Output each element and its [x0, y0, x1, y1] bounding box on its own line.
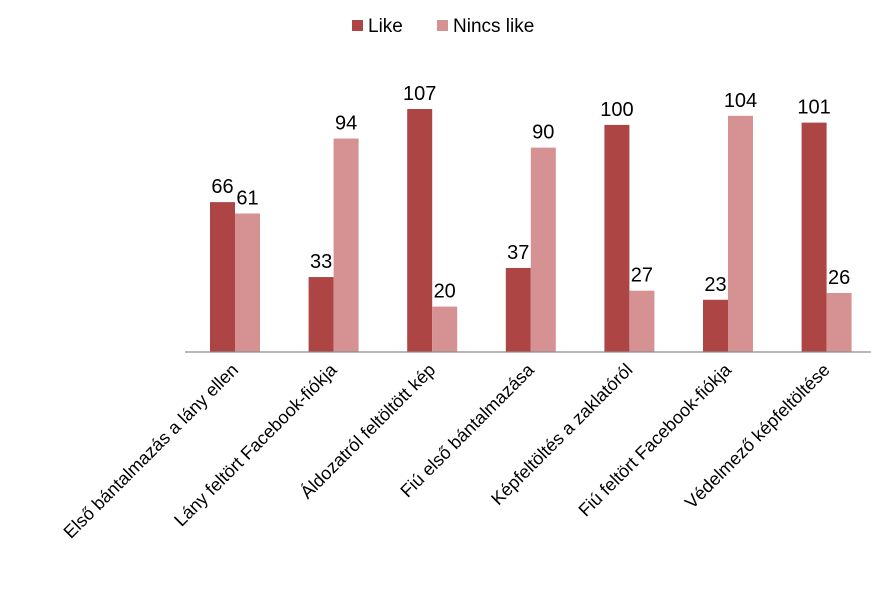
legend: Like Nincs like	[352, 16, 534, 37]
legend-swatch-like	[352, 20, 363, 31]
data-label-nincs-like-6: 26	[828, 267, 850, 289]
bar-like-0	[210, 202, 235, 352]
data-label-nincs-like-2: 20	[434, 281, 456, 303]
bar-nincs-like-4	[629, 290, 655, 352]
data-label-nincs-like-1: 94	[335, 113, 357, 135]
data-label-nincs-like-0: 61	[236, 187, 258, 209]
data-label-nincs-like-4: 27	[631, 265, 653, 287]
data-label-like-6: 101	[797, 97, 830, 119]
bar-nincs-like-6	[826, 292, 852, 352]
bar-like-3	[505, 267, 531, 352]
x-tick-label-0: Első bántalmazás a lány ellen	[60, 360, 243, 543]
data-label-like-3: 37	[507, 242, 529, 264]
bar-like-4	[604, 124, 630, 353]
bar-like-5	[703, 299, 728, 352]
bar-nincs-like-0	[235, 213, 260, 352]
bars	[210, 109, 852, 353]
x-tick-label-1: Lány feltört Facebook-fiókja	[170, 359, 341, 530]
bar-nincs-like-1	[333, 138, 359, 352]
data-label-like-1: 33	[310, 251, 332, 273]
legend-label-nincs-like: Nincs like	[453, 16, 534, 37]
bar-nincs-like-2	[432, 306, 458, 352]
bar-like-1	[308, 277, 334, 352]
data-label-like-0: 66	[211, 176, 233, 198]
bar-like-2	[407, 109, 433, 353]
bar-like-6	[801, 122, 827, 352]
data-label-nincs-like-3: 90	[532, 122, 554, 144]
legend-label-like: Like	[368, 16, 403, 37]
data-label-nincs-like-5: 104	[724, 90, 757, 112]
data-label-like-4: 100	[600, 99, 633, 121]
legend-swatch-nincs-like	[437, 20, 448, 31]
data-label-like-2: 107	[403, 83, 436, 105]
data-label-like-5: 23	[704, 274, 726, 296]
bar-nincs-like-5	[728, 115, 753, 352]
bar-nincs-like-3	[530, 147, 556, 352]
